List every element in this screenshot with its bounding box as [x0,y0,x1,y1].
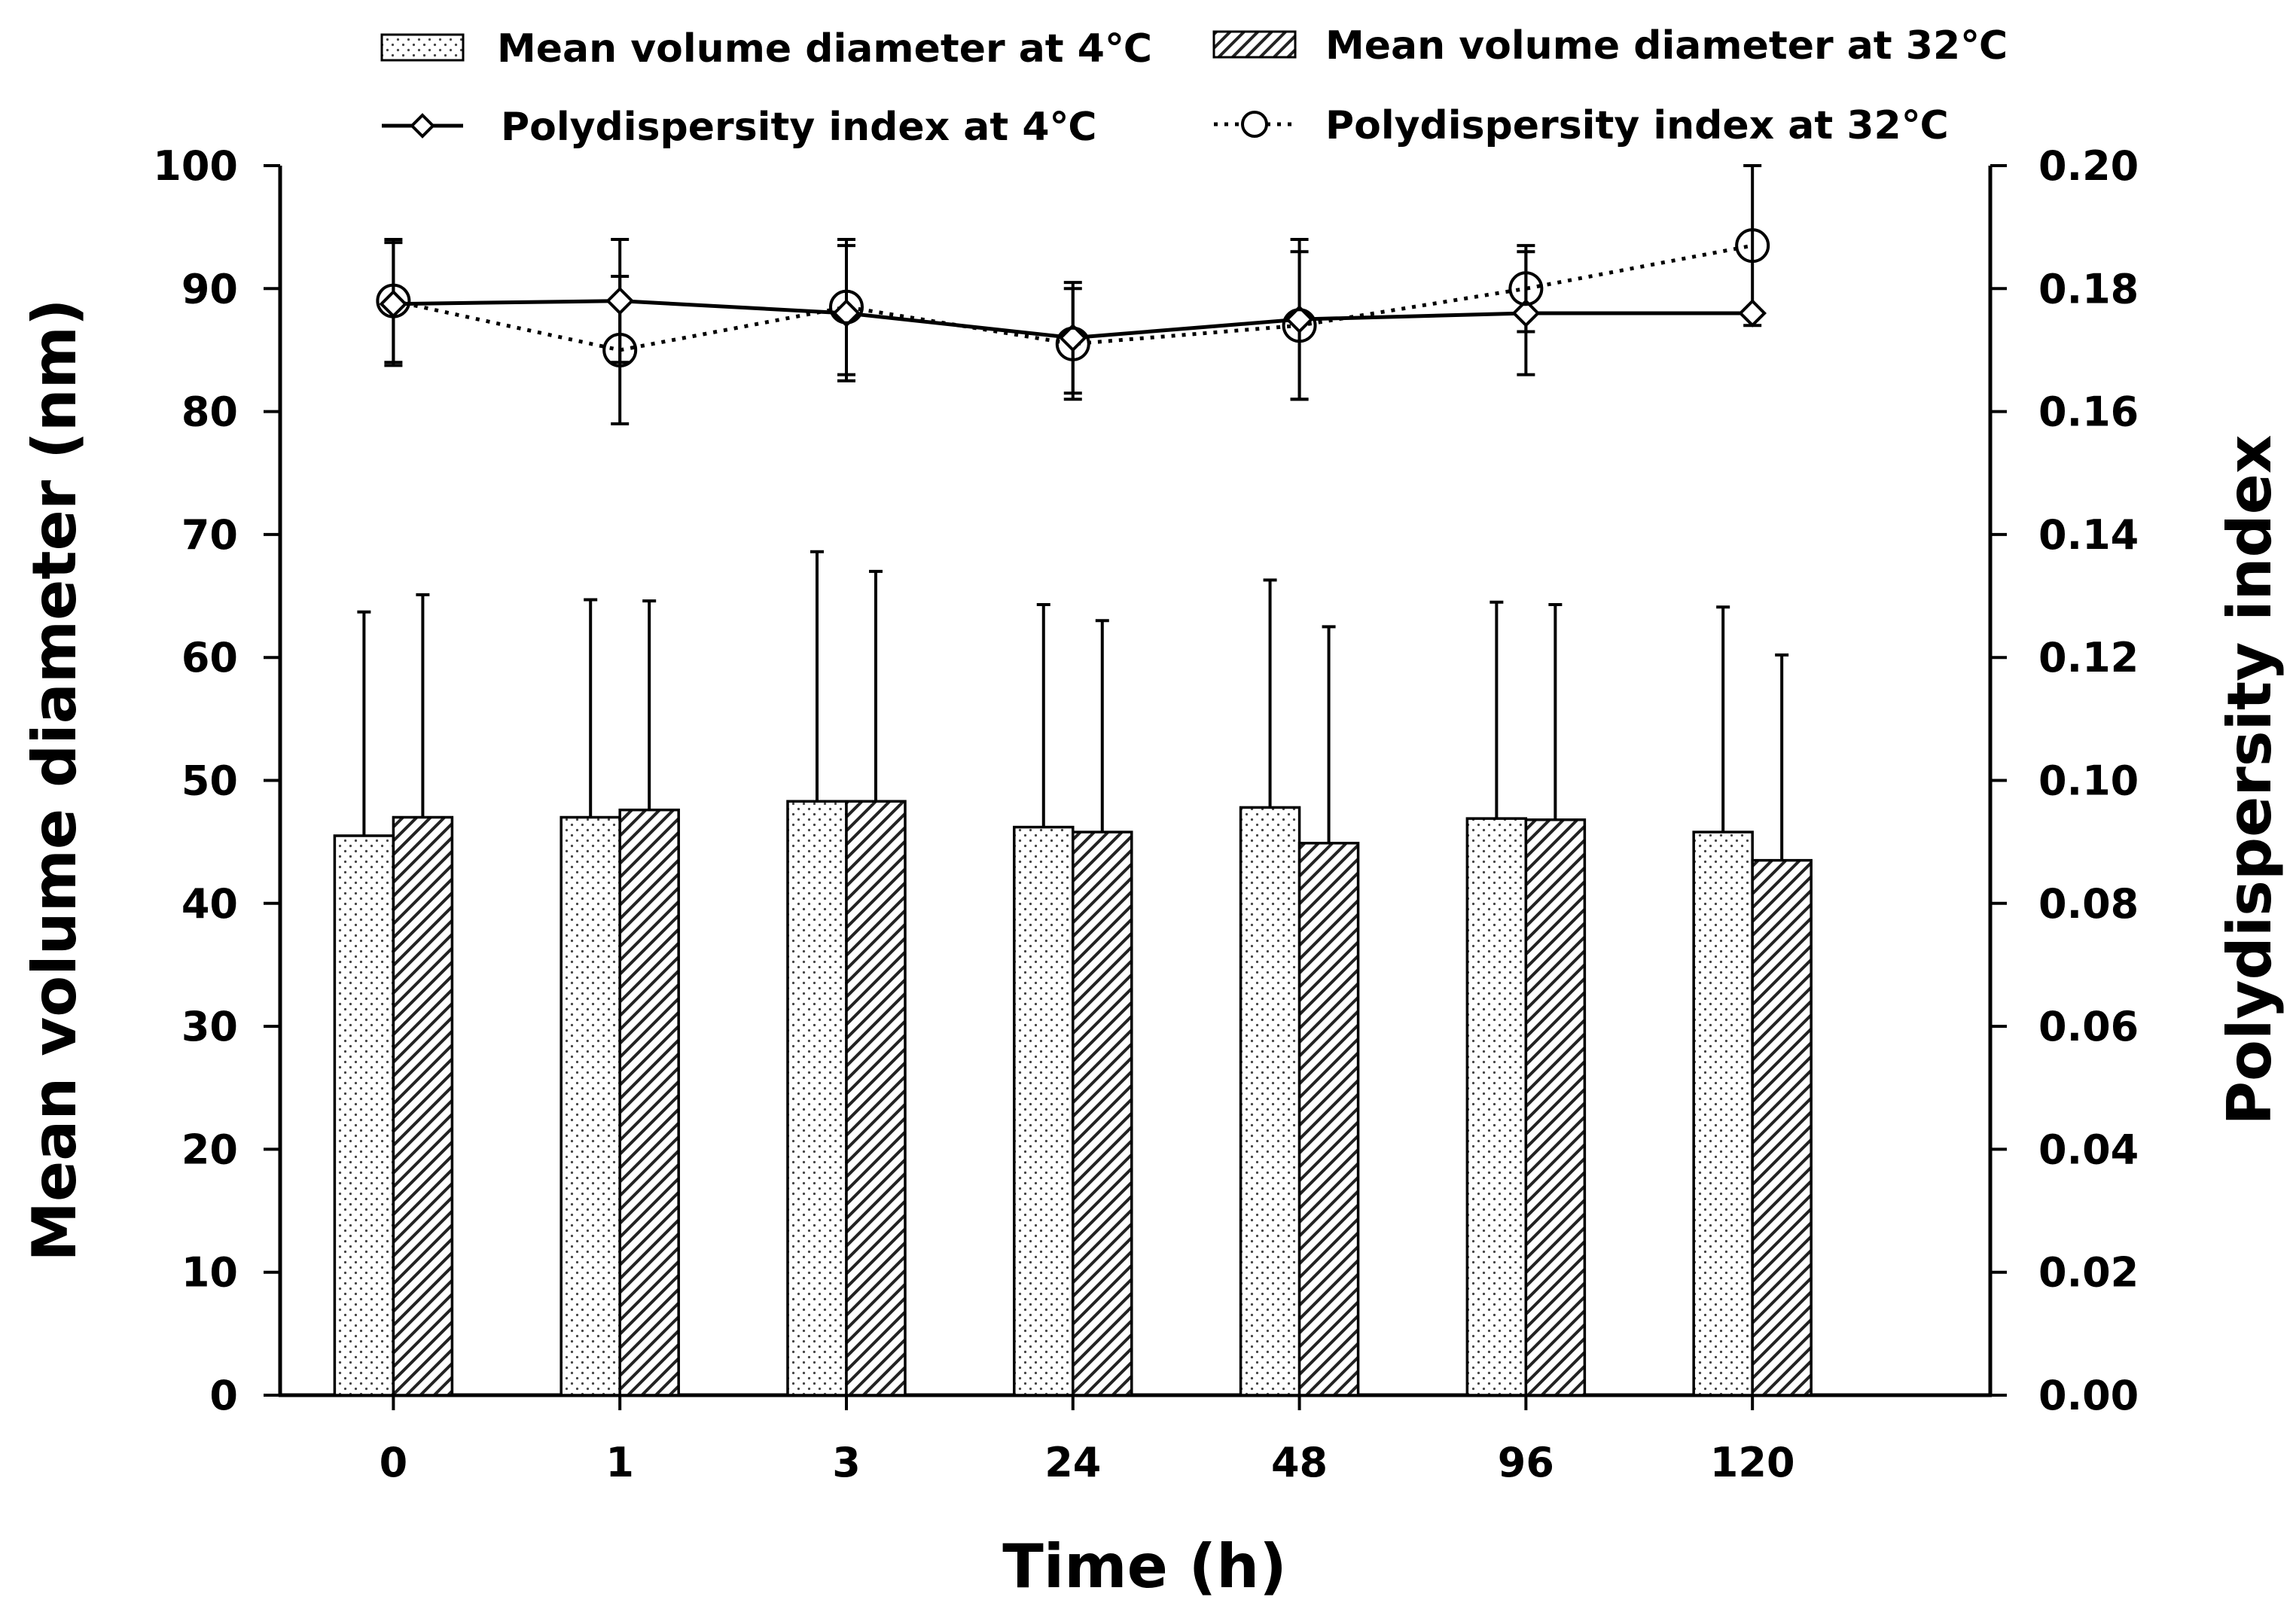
pdi-point-4c [379,289,408,318]
legend: Mean volume diameter at 4℃ Mean volume d… [380,23,2008,150]
pdi-point-4c [1058,323,1087,352]
y-axis-title-left: Mean volume diameter (nm) [20,298,90,1261]
legend-label-bar-32c: Mean volume diameter at 32℃ [1325,23,2008,69]
pdi-point-32c [828,289,864,325]
pdi-point-4c [1511,299,1541,328]
legend-marker-diamond [410,113,435,139]
y-tick-label-left: 80 [181,389,238,436]
pdi-point-32c [376,283,411,318]
bars [333,800,1813,1397]
pdi-point-4c [832,299,861,328]
x-tick-label: 24 [1044,1439,1101,1486]
y-tick-label-right: 0.04 [2038,1126,2139,1173]
y-tick-label-right: 0.18 [2038,265,2139,312]
y-tick-label-right: 0.12 [2038,634,2139,681]
y-tick-label-left: 50 [181,757,238,805]
legend-entry-line-4c: Polydispersity index at 4℃ [382,105,1097,150]
legend-swatch-hatch [1212,30,1297,59]
y-tick-label-left: 20 [181,1126,238,1173]
bar-error-bars [357,550,1789,861]
legend-swatch-dots [380,33,465,62]
x-tick-label: 0 [380,1439,408,1486]
bar-4c [333,834,395,1397]
bar-4c [1465,817,1528,1397]
y-tick-label-right: 0.20 [2038,142,2139,190]
y-ticks-left: 0 10 20 30 40 50 60 70 80 90 100 [153,142,280,1419]
y-tick-label-left: 70 [181,511,238,559]
pdi-point-32c [1055,326,1090,361]
bar-32c [1072,830,1133,1397]
y-tick-label-left: 0 [209,1372,238,1419]
x-ticks: 0 1 3 24 48 96 120 [380,1395,1795,1486]
legend-entry-line-32c: Polydispersity index at 32℃ [1214,103,1949,148]
y-tick-label-left: 60 [181,634,238,681]
legend-label-line-32c: Polydispersity index at 32℃ [1325,103,1949,148]
pdi-point-4c [605,286,635,315]
bar-32c [618,808,680,1397]
bar-4c [560,815,621,1397]
y-tick-label-right: 0.06 [2038,1003,2139,1050]
y-tick-label-right: 0.00 [2038,1372,2139,1419]
y-tick-label-left: 30 [181,1003,238,1050]
bar-4c [786,800,848,1397]
y-tick-label-left: 100 [153,142,238,190]
y-tick-label-left: 10 [181,1249,238,1297]
bar-32c [1297,842,1360,1397]
pdi-point-32c [1508,271,1544,306]
legend-entry-bar-32c: Mean volume diameter at 32℃ [1212,23,2008,69]
y-axis-title-right: Polydispersity index [2215,434,2285,1125]
x-tick-label: 96 [1498,1439,1554,1486]
y-tick-label-right: 0.02 [2038,1249,2139,1297]
y-tick-label-right: 0.16 [2038,389,2139,436]
pdi-point-4c [1738,299,1767,328]
pdi-point-32c [1282,308,1317,343]
legend-label-line-4c: Polydispersity index at 4℃ [501,105,1097,150]
legend-label-bar-4c: Mean volume diameter at 4℃ [497,26,1152,72]
y-ticks-right: 0.00 0.02 0.04 0.06 0.08 0.10 0.12 0.14 0.16 0.18… [1990,142,2139,1419]
x-tick-label: 48 [1271,1439,1328,1486]
bar-32c [1751,858,1813,1397]
y-tick-label-right: 0.10 [2038,757,2139,805]
x-tick-label: 3 [832,1439,861,1486]
y-tick-label-left: 90 [181,265,238,312]
x-tick-label: 120 [1710,1439,1795,1486]
legend-marker-circle [1241,111,1268,138]
y-tick-label-left: 40 [181,880,238,928]
y-tick-label-right: 0.14 [2038,511,2139,559]
bar-4c [1692,830,1754,1397]
bar-32c [1524,818,1587,1397]
pdi-point-4c [1285,305,1314,334]
legend-entry-bar-4c: Mean volume diameter at 4℃ [380,26,1152,72]
x-tick-label: 1 [605,1439,634,1486]
y-tick-label-right: 0.08 [2038,880,2139,928]
pdi-lines [376,164,1770,425]
pdi-point-32c [1735,228,1770,264]
bar-4c [1013,825,1075,1397]
bar-32c [845,800,907,1397]
pdi-point-32c [602,332,638,367]
bar-32c [392,815,454,1397]
x-axis-title: Time (h) [1002,1531,1287,1601]
bar-4c [1239,806,1301,1397]
